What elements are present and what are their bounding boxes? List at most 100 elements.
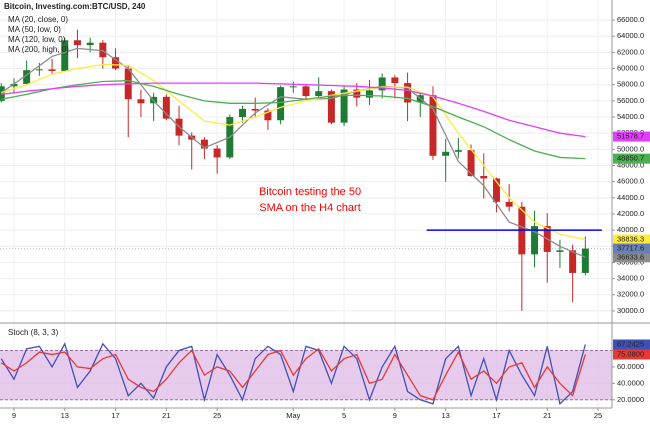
labels: 30000.032000.034000.036000.038000.040000…: [8, 15, 650, 420]
value-label: 38836.3: [617, 235, 644, 244]
series-line: [1, 80, 586, 160]
stoch-title: Stoch (8, 3, 3): [8, 328, 59, 337]
candle-body: [0, 86, 5, 101]
y-tick-label: 32000.0: [617, 290, 644, 299]
candle-body: [391, 77, 399, 84]
candle-body: [480, 176, 488, 179]
candle-body: [162, 96, 170, 119]
x-tick-label: 9: [12, 411, 16, 420]
candle-body: [302, 86, 310, 97]
candle-body: [327, 91, 335, 123]
value-label: 36633.6: [617, 252, 644, 261]
series-line: [1, 82, 586, 138]
legend-label: MA (50, low, 0): [8, 25, 61, 34]
candle-body: [569, 250, 577, 273]
value-box: [613, 349, 650, 360]
y-tick-label: 46000.0: [617, 177, 644, 186]
y-tick-label: 60000.0: [617, 64, 644, 73]
candle-body: [23, 70, 31, 84]
y-tick-label: 66000.0: [617, 15, 644, 24]
series-line: [1, 63, 586, 241]
y-tick-label: 40.0000: [617, 378, 644, 387]
candle-body: [35, 69, 43, 71]
value-label: 37717.6: [617, 244, 644, 253]
candle-body: [112, 57, 120, 69]
y-tick-label: 50000.0: [617, 144, 644, 153]
candle-body: [251, 108, 259, 111]
candle-body: [340, 89, 348, 123]
candle-body: [556, 250, 564, 252]
candle-body: [289, 86, 297, 88]
candle-body: [86, 42, 94, 46]
value-box: [613, 153, 650, 164]
series-line: [0, 347, 586, 401]
y-tick-label: 60.0000: [617, 362, 644, 371]
candle-body: [315, 91, 323, 97]
x-tick-label: 13: [61, 411, 69, 420]
value-box: [613, 252, 650, 263]
y-tick-label: 58000.0: [617, 80, 644, 89]
candle-body: [61, 40, 69, 71]
marks: [0, 29, 602, 406]
candle-body: [378, 77, 386, 91]
y-tick-label: 40000.0: [617, 225, 644, 234]
x-tick-label: 17: [111, 411, 119, 420]
legend-label: MA (20, close, 0): [8, 15, 68, 24]
y-tick-label: 34000.0: [617, 274, 644, 283]
candle-body: [442, 151, 450, 156]
x-tick-label: 13: [441, 411, 449, 420]
y-tick-label: 42000.0: [617, 209, 644, 218]
value-box: [613, 234, 650, 245]
candle-body: [429, 95, 437, 156]
value-label: 51578.7: [617, 132, 644, 141]
candle-body: [581, 248, 589, 273]
candle-body: [200, 139, 208, 149]
candle-body: [48, 69, 56, 71]
series-line: [0, 47, 586, 258]
candle-body: [365, 90, 373, 98]
value-box: [613, 243, 650, 254]
candle-body: [353, 89, 361, 98]
candle-body: [73, 40, 81, 46]
y-tick-label: 44000.0: [617, 193, 644, 202]
candle-body: [239, 108, 247, 118]
candle-body: [264, 110, 272, 121]
x-tick-label: 17: [492, 411, 500, 420]
x-tick-label: 5: [342, 411, 346, 420]
candle-body: [213, 148, 221, 158]
candle-body: [137, 99, 145, 104]
candle-body: [505, 201, 513, 207]
value-box: [613, 339, 650, 350]
annotation: SMA on the H4 chart: [259, 202, 361, 214]
candle-body: [404, 83, 412, 103]
y-tick-label: 48000.0: [617, 160, 644, 169]
legend-label: MA (200, high, 0): [8, 45, 69, 54]
y-tick-label: 56000.0: [617, 96, 644, 105]
candle-body: [10, 83, 18, 87]
candle-body: [454, 150, 462, 152]
chart-title: Bitcoin, Investing.com:BTC/USD, 240: [4, 2, 146, 11]
x-tick-label: 21: [162, 411, 170, 420]
x-tick-label: 21: [543, 411, 551, 420]
y-tick-label: 62000.0: [617, 47, 644, 56]
value-label: 75.0800: [617, 349, 644, 358]
candle-body: [531, 226, 539, 255]
x-tick-label: 25: [213, 411, 221, 420]
value-label: 48850.7: [617, 154, 644, 163]
x-tick-label: 25: [594, 411, 602, 420]
x-tick-label: May: [286, 411, 300, 420]
y-tick-label: 64000.0: [617, 31, 644, 40]
candle-body: [99, 42, 107, 58]
y-tick-label: 54000.0: [617, 112, 644, 121]
legend-label: MA (120, low, 0): [8, 35, 66, 44]
candle-body: [467, 150, 475, 177]
candle-body: [277, 87, 285, 121]
series-line: [0, 342, 586, 406]
y-tick-label: 30000.0: [617, 306, 644, 315]
value-label: 87.2425: [617, 339, 644, 348]
value-box: [613, 131, 650, 142]
annotation: Bitcoin testing the 50: [259, 186, 361, 198]
y-tick-label: 20.0000: [617, 395, 644, 404]
x-tick-label: 9: [393, 411, 397, 420]
